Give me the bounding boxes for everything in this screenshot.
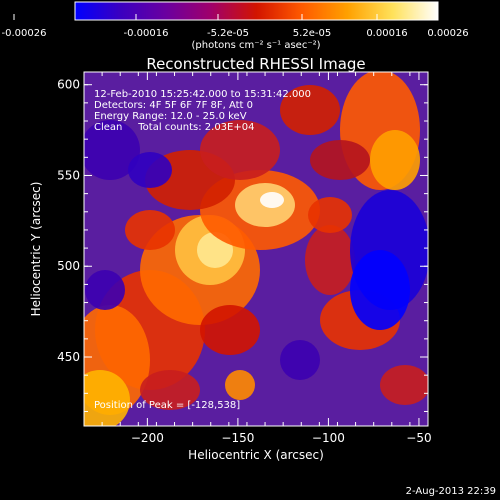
heatmap-blob <box>350 250 410 330</box>
annotation-energy-range: Energy Range: 12.0 - 25.0 keV <box>94 111 247 122</box>
heatmap-blob <box>200 305 260 355</box>
plot-frame <box>83 71 429 427</box>
heatmap-blob <box>140 370 200 410</box>
heatmap-blob <box>370 130 420 190</box>
heatmap-blob <box>280 85 340 135</box>
heatmap-blob <box>280 340 320 380</box>
y-tick-label: 600 <box>57 78 80 92</box>
heatmap-blob <box>84 120 140 180</box>
colorbar-tick-label: 0.00026 <box>427 28 468 39</box>
heatmap-blob <box>225 370 255 400</box>
y-tick-label: 500 <box>57 259 80 273</box>
colorbar-tick-label: -0.00016 <box>124 28 169 39</box>
annotation-peak-position: Position of Peak = [-128,538] <box>94 400 240 411</box>
heatmap-blob <box>310 140 370 180</box>
heatmap-blob <box>308 197 352 233</box>
x-tick-label: −100 <box>312 431 345 445</box>
heatmap-blob <box>380 365 428 405</box>
x-tick-label: −150 <box>221 431 254 445</box>
heatmap-blob <box>85 270 125 310</box>
y-tick-label: 450 <box>57 350 80 364</box>
chart-title: Reconstructed RHESSI Image <box>146 55 365 73</box>
heatmap-blob <box>84 370 130 426</box>
annotation-counts: Clean Total counts: 2.03E+04 <box>94 122 254 133</box>
colorbar-tick-label: -5.2e-05 <box>207 28 249 39</box>
colorbar <box>74 1 439 21</box>
annotation-detectors: Detectors: 4F 5F 6F 7F 8F, Att 0 <box>94 100 253 111</box>
colorbar-tick-label: -0.00026 <box>2 28 47 39</box>
colorbar-tick-label: 0.00016 <box>366 28 407 39</box>
x-tick-label: −50 <box>406 431 431 445</box>
colorbar-tick-label: 5.2e-05 <box>293 28 331 39</box>
timestamp: 2-Aug-2013 22:39 <box>406 486 496 497</box>
y-axis-label: Heliocentric Y (arcsec) <box>29 182 43 317</box>
colorbar-ticks: -0.00026 -0.00016 -5.2e-05 5.2e-05 0.00016 0.… <box>2 14 469 39</box>
x-axis-label: Heliocentric X (arcsec) <box>188 448 324 462</box>
colorbar-unit-label: (photons cm⁻² s⁻¹ asec⁻²) <box>191 40 320 51</box>
heatmap-blob <box>260 192 284 208</box>
heatmap-blob <box>200 120 280 180</box>
heatmap-blob <box>128 152 172 188</box>
annotation-time-range: 12-Feb-2010 15:25:42.000 to 15:31:42.000 <box>94 89 311 100</box>
heatmap-blob <box>305 225 355 295</box>
x-tick-label: −200 <box>131 431 164 445</box>
axis-ticks: −200 −150 −100 −50 450 500 550 600 <box>57 72 432 445</box>
heatmap-blob <box>125 210 175 250</box>
heatmap-image <box>84 72 428 426</box>
y-tick-label: 550 <box>57 168 80 182</box>
heatmap-blobs <box>84 72 428 426</box>
